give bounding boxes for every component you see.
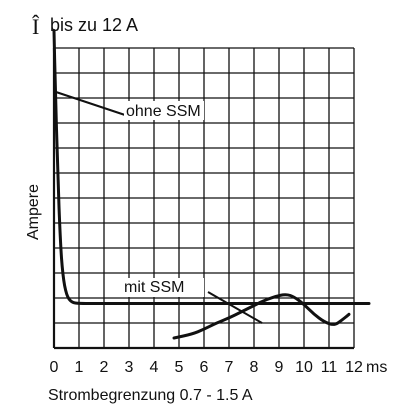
x-tick-label: 4 [150, 359, 159, 376]
series-line-ohne-ssm [52, 29, 371, 305]
chart-title: bis zu 12 A [50, 15, 138, 35]
x-tick-label: 7 [225, 359, 234, 376]
annotation-ohne-ssm: ohne SSM [126, 103, 201, 120]
annotation-bg-mit-ssm [120, 278, 204, 297]
x-tick-label: 0 [50, 359, 59, 376]
x-tick-label: 2 [100, 359, 109, 376]
series-line-mit-ssm [172, 293, 351, 340]
x-tick-label: 9 [275, 359, 284, 376]
x-tick-label: 6 [200, 359, 209, 376]
x-tick-label: 5 [175, 359, 184, 376]
x-ticks: 0 1 2 3 4 5 6 7 8 9 10 11 12 ms [50, 359, 388, 376]
grid [52, 47, 355, 350]
x-tick-label: 3 [125, 359, 134, 376]
series-group [52, 29, 371, 340]
y-axis-label: Ampere [25, 184, 42, 240]
x-unit-label: ms [366, 359, 387, 376]
x-tick-label: 8 [250, 359, 259, 376]
annotation-line-ohne-ssm [55, 91, 126, 116]
x-tick-label: 10 [295, 359, 313, 376]
x-axis-label: Strombegrenzung 0.7 - 1.5 A [48, 387, 253, 404]
annotation-line-mit-ssm [207, 291, 263, 324]
chart-title-symbol: Î [32, 14, 40, 39]
annotation-mit-ssm: mit SSM [124, 279, 184, 296]
annotation-bg-ohne-ssm [124, 101, 204, 120]
x-tick-label: 1 [75, 359, 84, 376]
x-tick-label: 11 [321, 359, 338, 376]
x-tick-label: 12 [345, 359, 363, 376]
